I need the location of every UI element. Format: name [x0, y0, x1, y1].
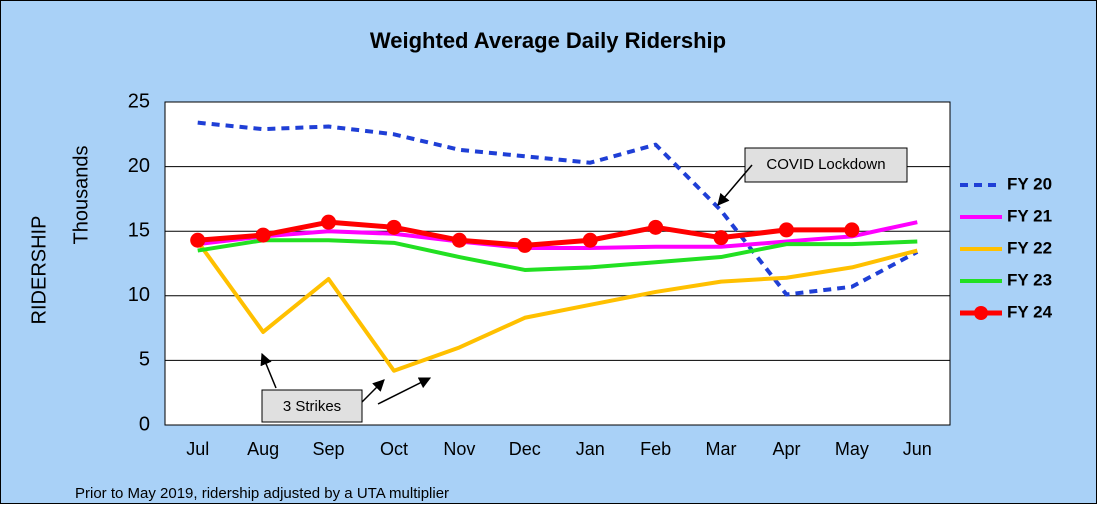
x-tick-label: Jul: [186, 439, 209, 459]
arrow: [260, 352, 277, 389]
y-tick-label: 20: [128, 155, 150, 177]
series-line: [197, 120, 919, 297]
legend-label: FY 23: [1007, 270, 1052, 289]
footnote: Prior to May 2019, ridership adjusted by…: [75, 485, 449, 502]
x-tick-label: Apr: [772, 439, 800, 459]
annotation-box: [744, 147, 908, 183]
x-tick-label: Jun: [903, 439, 932, 459]
y-tick-label: 5: [139, 349, 150, 371]
series-line: [197, 238, 918, 272]
chart-title: Weighted Average Daily Ridership: [370, 28, 726, 53]
data-point: [778, 222, 794, 238]
arrow: [361, 379, 385, 403]
plot: 0 5 10 15 20 25 Jul Aug Sep Oct Nov Dec Jan Feb Mar Apr…: [128, 90, 951, 459]
y-axis-label: RIDERSHIP: [28, 216, 50, 325]
y-unit-label: Thousands: [70, 146, 92, 245]
x-tick-label: Jan: [576, 439, 605, 459]
arrow: [377, 377, 432, 405]
x-tick-label: Aug: [247, 439, 279, 459]
data-point: [255, 227, 271, 243]
legend-label: FY 22: [1007, 238, 1052, 257]
data-point: [451, 232, 467, 248]
y-tick-label: 15: [128, 219, 150, 241]
annotation: 3 Strikes: [283, 398, 341, 415]
legend-marker: [974, 306, 988, 320]
data-point: [648, 219, 664, 235]
data-point: [386, 219, 402, 235]
y-tick-label: 10: [128, 284, 150, 306]
data-point: [582, 232, 598, 248]
x-tick-label: Feb: [640, 439, 671, 459]
y-tick-label: 0: [139, 413, 150, 435]
y-tick-label: 25: [128, 90, 150, 112]
x-tick-label: Nov: [443, 439, 475, 459]
data-point: [190, 232, 206, 248]
x-tick-label: Sep: [313, 439, 345, 459]
x-tick-label: May: [835, 439, 869, 459]
annotation: COVID Lockdown: [766, 156, 885, 173]
legend-label: FY 20: [1007, 174, 1052, 193]
annotation-box: [261, 389, 363, 423]
x-tick-label: Dec: [509, 439, 541, 459]
legend-label: FY 24: [1007, 302, 1053, 321]
data-point: [713, 230, 729, 246]
data-point: [321, 214, 337, 230]
x-tick-label: Mar: [706, 439, 737, 459]
arrow: [717, 164, 753, 206]
data-point: [517, 237, 533, 253]
plot-border: [164, 101, 951, 426]
series-line: [196, 240, 918, 373]
series-line: [197, 220, 918, 250]
legend-label: FY 21: [1007, 206, 1052, 225]
x-tick-label: Oct: [380, 439, 408, 459]
data-point: [844, 222, 860, 238]
